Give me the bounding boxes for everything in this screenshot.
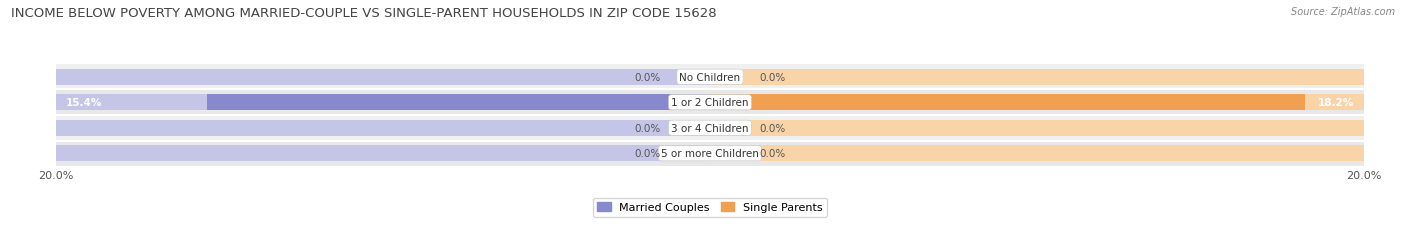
Bar [56,116,1364,141]
Text: 0.0%: 0.0% [759,149,786,159]
Text: 18.2%: 18.2% [1317,98,1354,108]
Text: 0.0%: 0.0% [634,123,661,133]
Bar [710,95,1364,111]
Bar [710,95,1305,111]
Bar [56,90,1364,116]
Text: 0.0%: 0.0% [634,72,661,82]
Text: INCOME BELOW POVERTY AMONG MARRIED-COUPLE VS SINGLE-PARENT HOUSEHOLDS IN ZIP COD: INCOME BELOW POVERTY AMONG MARRIED-COUPL… [11,7,717,20]
Text: No Children: No Children [679,72,741,82]
Bar [56,65,1364,90]
Text: 0.0%: 0.0% [759,72,786,82]
Text: 1 or 2 Children: 1 or 2 Children [671,98,749,108]
Bar [56,146,710,161]
Bar [710,146,1364,161]
Bar [710,120,1364,136]
Text: 3 or 4 Children: 3 or 4 Children [671,123,749,133]
Text: 0.0%: 0.0% [634,149,661,159]
Bar [56,95,710,111]
Bar [56,70,710,85]
Text: 15.4%: 15.4% [66,98,103,108]
Bar [710,70,1364,85]
Bar [207,95,710,111]
Text: 0.0%: 0.0% [759,123,786,133]
Text: Source: ZipAtlas.com: Source: ZipAtlas.com [1291,7,1395,17]
Bar [56,141,1364,166]
Text: 5 or more Children: 5 or more Children [661,149,759,159]
Bar [56,120,710,136]
Legend: Married Couples, Single Parents: Married Couples, Single Parents [593,198,827,217]
